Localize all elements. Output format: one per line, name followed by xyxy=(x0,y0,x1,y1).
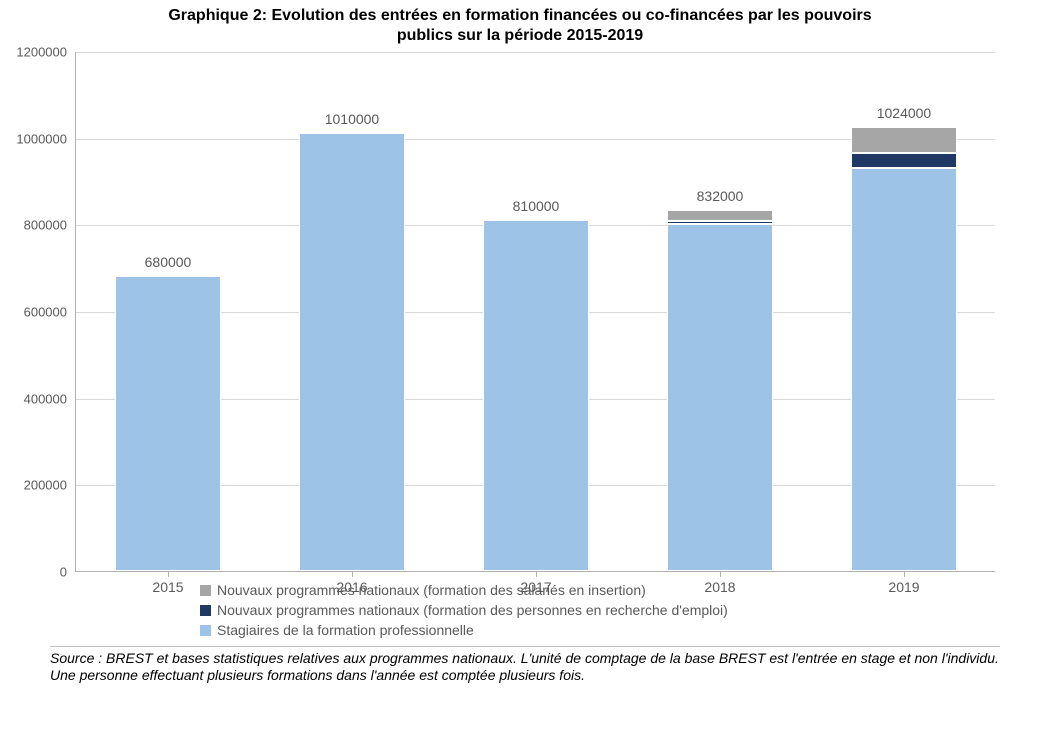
bar-total-label: 810000 xyxy=(436,198,636,214)
bar-segment-nouveaux_recherche_emploi xyxy=(667,221,774,224)
y-axis-label: 1200000 xyxy=(16,45,75,60)
legend-label: Stagiaires de la formation professionnel… xyxy=(217,622,474,638)
y-axis-label: 600000 xyxy=(24,305,75,320)
bar-total-label: 832000 xyxy=(620,188,820,204)
bar-segment-nouveaux_salaries_insertion xyxy=(851,127,958,153)
source-note: Source : BREST et bases statistiques rel… xyxy=(50,646,1000,684)
legend-label: Nouvaux programmes nationaux (formation … xyxy=(217,602,728,618)
chart-title-line1: Graphique 2: Evolution des entrées en fo… xyxy=(168,7,871,24)
x-axis-label: 2019 xyxy=(844,579,964,595)
x-tick xyxy=(536,571,537,577)
x-tick xyxy=(720,571,721,577)
x-axis-label: 2015 xyxy=(108,579,228,595)
plot-area: 2015680000201610100002017810000201883200… xyxy=(75,52,995,572)
x-tick xyxy=(352,571,353,577)
bar-segment-stagiaires xyxy=(851,168,958,571)
y-axis-label: 0 xyxy=(60,565,75,580)
bar-segment-stagiaires xyxy=(299,133,406,571)
x-axis-label: 2016 xyxy=(292,579,412,595)
bar-total-label: 1024000 xyxy=(804,105,1004,121)
legend-swatch xyxy=(200,605,211,616)
y-axis-label: 1000000 xyxy=(16,131,75,146)
legend-item: Nouvaux programmes nationaux (formation … xyxy=(200,602,1000,618)
bar-total-label: 1010000 xyxy=(252,111,452,127)
bar-segment-stagiaires xyxy=(483,220,590,571)
chart-title-line2: publics sur la période 2015-2019 xyxy=(397,27,643,44)
bar-segment-nouveaux_recherche_emploi xyxy=(851,153,958,168)
bar-segment-stagiaires xyxy=(115,276,222,571)
y-axis-label: 400000 xyxy=(24,391,75,406)
legend-item: Stagiaires de la formation professionnel… xyxy=(200,622,1000,638)
bar-segment-stagiaires xyxy=(667,224,774,571)
x-tick xyxy=(904,571,905,577)
gridline xyxy=(76,52,995,53)
bar-segment-nouveaux_salaries_insertion xyxy=(667,210,774,221)
legend-swatch xyxy=(200,625,211,636)
x-axis-label: 2017 xyxy=(476,579,596,595)
chart-title: Graphique 2: Evolution des entrées en fo… xyxy=(0,0,1040,46)
y-axis-label: 800000 xyxy=(24,218,75,233)
y-axis-label: 200000 xyxy=(24,478,75,493)
x-tick xyxy=(168,571,169,577)
bar-total-label: 680000 xyxy=(68,254,268,270)
chart-area: 2015680000201610100002017810000201883200… xyxy=(75,52,995,572)
x-axis-label: 2018 xyxy=(660,579,780,595)
